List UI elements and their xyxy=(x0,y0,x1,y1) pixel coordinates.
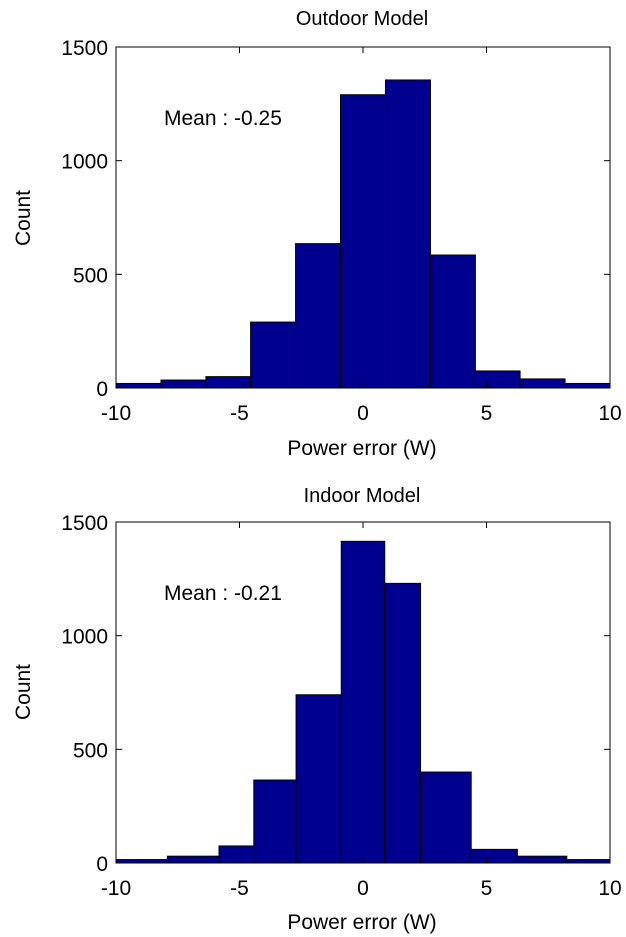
histogram-bar xyxy=(115,859,168,864)
x-tick-label: -10 xyxy=(101,877,131,900)
histogram-bar xyxy=(253,779,297,864)
y-tick-label: 1000 xyxy=(61,626,108,649)
histogram-bar xyxy=(340,94,386,389)
chart-title: Outdoor Model xyxy=(296,8,428,30)
indoor-histogram: Indoor Model Mean : -0.21 Count Power er… xyxy=(12,485,622,934)
histogram-bar xyxy=(474,370,521,389)
annotation-mean: Mean : -0.25 xyxy=(164,107,282,130)
y-tick-label: 500 xyxy=(73,264,108,287)
x-tick-label: 0 xyxy=(357,402,369,425)
y-axis-label: Count xyxy=(12,190,35,246)
outdoor-histogram: Outdoor Model Mean : -0.25 Count Power e… xyxy=(12,8,622,460)
y-tick-label: 1000 xyxy=(61,151,108,174)
histogram-bar xyxy=(420,771,472,864)
y-tick-label: 0 xyxy=(96,378,108,401)
x-tick-label: -5 xyxy=(230,877,249,900)
y-tick-label: 1500 xyxy=(61,512,108,535)
annotation-mean: Mean : -0.21 xyxy=(164,582,282,605)
x-axis-label: Power error (W) xyxy=(287,911,436,934)
ticks: -10 -5 0 5 10 0 500 1000 1500 xyxy=(61,37,621,425)
x-tick-label: -10 xyxy=(101,402,131,425)
y-tick-label: 1500 xyxy=(61,37,108,60)
histogram-bar xyxy=(166,855,220,864)
histogram-bar xyxy=(250,321,297,389)
x-tick-label: 10 xyxy=(598,877,621,900)
histogram-bar xyxy=(519,378,566,389)
histogram-bar xyxy=(516,855,568,864)
chart-title: Indoor Model xyxy=(304,485,421,507)
histogram-bar xyxy=(218,845,255,864)
plot-frame xyxy=(115,46,611,389)
histogram-bar xyxy=(384,582,422,864)
histogram-bar xyxy=(429,254,476,389)
bars xyxy=(115,79,611,389)
x-tick-label: -5 xyxy=(230,402,249,425)
x-tick-label: 5 xyxy=(481,402,493,425)
x-axis-label: Power error (W) xyxy=(287,437,436,460)
histogram-bar xyxy=(470,848,518,864)
histogram-bar xyxy=(340,540,386,864)
x-tick-label: 5 xyxy=(481,877,493,900)
x-tick-label: 0 xyxy=(357,877,369,900)
y-tick-label: 500 xyxy=(73,739,108,762)
histogram-bar xyxy=(205,376,252,389)
histogram-bar xyxy=(115,382,162,389)
bars xyxy=(115,540,611,864)
histogram-bar xyxy=(295,243,342,389)
histogram-bar xyxy=(566,859,611,864)
histogram-bar xyxy=(295,694,342,864)
y-tick-label: 0 xyxy=(96,853,108,876)
histogram-bar xyxy=(384,79,431,389)
x-tick-label: 10 xyxy=(598,402,621,425)
plot-frame xyxy=(115,521,611,864)
histogram-bar xyxy=(160,379,207,389)
histogram-bar xyxy=(564,382,611,389)
y-axis-label: Count xyxy=(12,664,35,720)
